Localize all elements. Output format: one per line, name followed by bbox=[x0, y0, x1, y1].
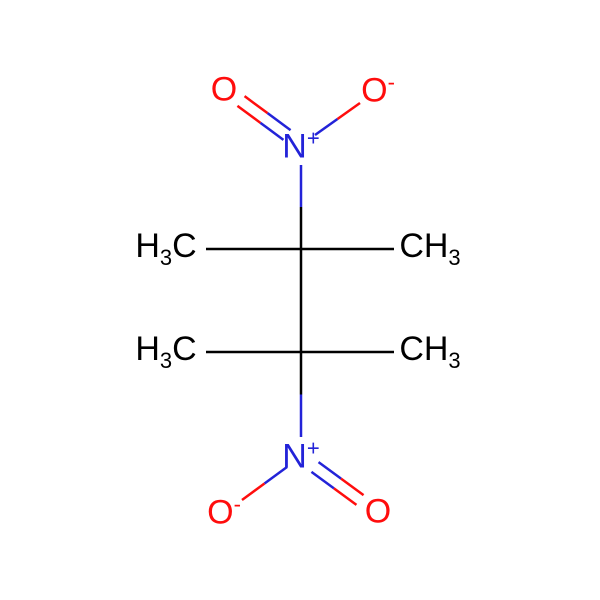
atom-O4: O bbox=[365, 493, 391, 532]
atom-CH3_2L: H3C bbox=[135, 330, 196, 374]
atom-O2: O- bbox=[361, 69, 395, 110]
atom-N1: N+ bbox=[282, 125, 319, 166]
atom-N2: N+ bbox=[282, 435, 319, 476]
atom-O1: O bbox=[211, 71, 237, 110]
atom-CH3_1R: CH3 bbox=[399, 227, 460, 271]
atom-CH3_2R: CH3 bbox=[399, 330, 460, 374]
atom-O3: O- bbox=[207, 491, 241, 532]
molecule-canvas: O O- N+ H3C CH3 H3C CH3 N+ O- O bbox=[0, 0, 600, 600]
atom-CH3_1L: H3C bbox=[135, 227, 196, 271]
bond-layer bbox=[0, 0, 600, 600]
